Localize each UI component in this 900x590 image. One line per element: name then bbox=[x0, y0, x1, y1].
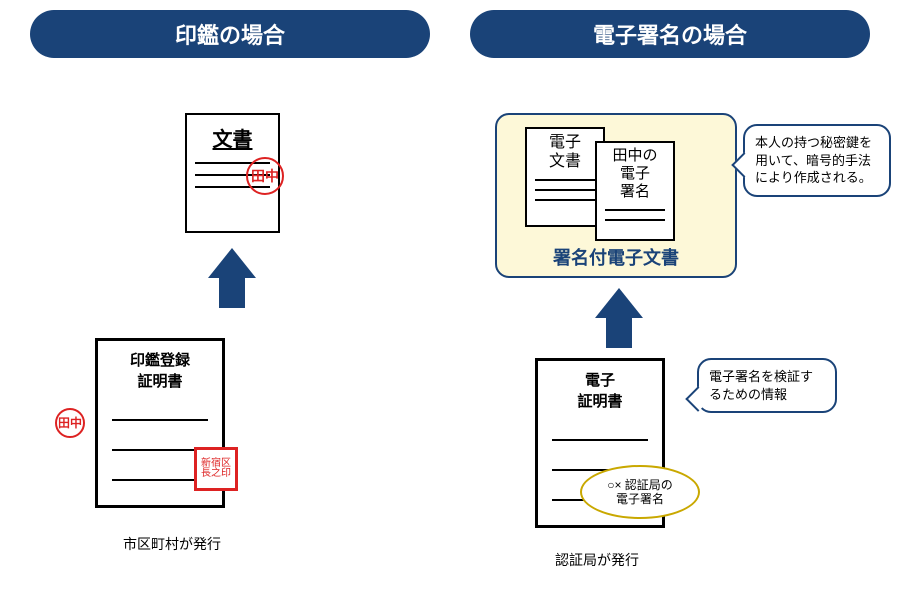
digital-certificate: 電子 証明書 ○× 認証局の 電子署名 bbox=[535, 358, 665, 528]
left-column: 印鑑の場合 文書 田中 田中 印鑑登録 証明書 新宿区長之印 市区町村が発行 bbox=[15, 10, 445, 588]
cert-row: 電子 証明書 ○× 認証局の 電子署名 bbox=[495, 358, 665, 528]
seal-registration-form: 印鑑登録 証明書 新宿区長之印 bbox=[95, 338, 225, 508]
left-stage: 文書 田中 田中 印鑑登録 証明書 新宿区長之印 市区町村が発行 bbox=[15, 58, 445, 588]
form-title: 印鑑登録 証明書 bbox=[106, 349, 214, 391]
right-column: 電子署名の場合 電子 文書 田中の 電子 署名 署名付電子文書 本人の持つ秘密鍵… bbox=[455, 10, 885, 588]
ca-signature-oval: ○× 認証局の 電子署名 bbox=[580, 465, 700, 519]
electronic-signature-doc: 田中の 電子 署名 bbox=[595, 141, 675, 241]
right-issuer-note: 認証局が発行 bbox=[555, 550, 795, 570]
callout-verify-info: 電子署名を検証するための情報 bbox=[697, 358, 837, 413]
electronic-doc: 電子 文書 bbox=[525, 127, 605, 227]
callout-private-key: 本人の持つ秘密鍵を用いて、暗号的手法により作成される。 bbox=[743, 124, 891, 197]
right-header: 電子署名の場合 bbox=[470, 10, 870, 58]
left-issuer-note: 市区町村が発行 bbox=[123, 534, 373, 554]
right-stage: 電子 文書 田中の 電子 署名 署名付電子文書 本人の持つ秘密鍵を用いて、暗号的… bbox=[455, 58, 885, 588]
seal-on-doc: 田中 bbox=[246, 157, 284, 195]
arrow-up-right bbox=[595, 288, 643, 318]
official-square-stamp: 新宿区長之印 bbox=[194, 447, 238, 491]
registered-seal-icon: 田中 bbox=[55, 408, 85, 438]
signed-box-caption: 署名付電子文書 bbox=[497, 244, 735, 270]
seal-registration-row: 田中 印鑑登録 証明書 新宿区長之印 bbox=[55, 338, 225, 508]
esig-label: 田中の 電子 署名 bbox=[597, 147, 673, 201]
signed-document-panel: 電子 文書 田中の 電子 署名 署名付電子文書 bbox=[495, 113, 737, 278]
paper-document: 文書 田中 bbox=[185, 113, 280, 233]
arrow-up-left bbox=[208, 248, 256, 278]
cert-title: 電子 証明書 bbox=[546, 369, 654, 411]
edoc-label: 電子 文書 bbox=[527, 133, 603, 171]
doc-title: 文書 bbox=[195, 123, 270, 152]
left-header: 印鑑の場合 bbox=[30, 10, 430, 58]
